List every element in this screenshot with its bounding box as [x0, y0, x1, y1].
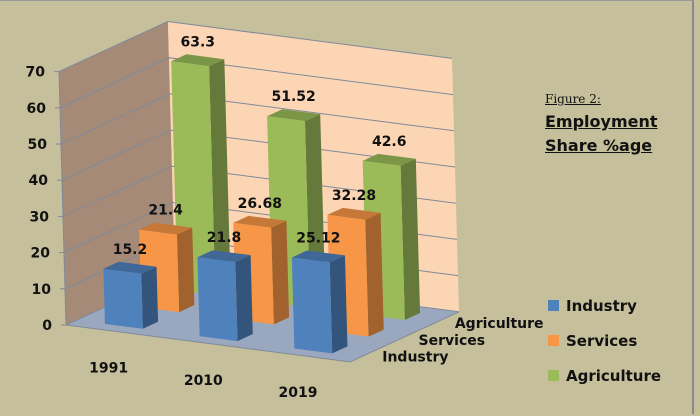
bar-side-agriculture — [400, 158, 421, 320]
legend-item-industry: Industry — [548, 288, 661, 323]
legend-swatch — [548, 370, 559, 381]
depth-tick-label: Industry — [382, 350, 448, 366]
bar-top-agriculture — [267, 109, 321, 122]
bar-top-industry — [103, 261, 157, 274]
bar-industry-2010 — [197, 257, 238, 342]
x-axis-line — [65, 324, 351, 363]
bar-industry-2019 — [291, 257, 333, 354]
figure-caption: Figure 2: Employment Share %age — [545, 92, 658, 158]
depth-tick-label: Agriculture — [455, 316, 544, 332]
gridline — [58, 20, 453, 73]
data-label: 63.3 — [180, 34, 215, 50]
y-tick-label: 0 — [42, 318, 52, 334]
data-label: 26.68 — [238, 196, 282, 212]
chart-title-line-1: Employment — [545, 112, 658, 131]
legend-label: Services — [566, 331, 638, 350]
bar-side-services — [365, 212, 384, 337]
y-axis-line — [58, 71, 67, 326]
data-label: 25.12 — [296, 230, 340, 246]
legend-label: Agriculture — [566, 366, 662, 385]
legend-label: Industry — [566, 296, 637, 315]
y-tick-label: 20 — [31, 246, 51, 262]
bar-side-industry — [141, 266, 159, 329]
y-tick-label: 70 — [26, 65, 46, 81]
chart-title-line-2: Share %age — [545, 136, 653, 155]
x-tick-label: 1991 — [89, 361, 128, 377]
y-tick-label: 30 — [30, 209, 50, 225]
bar-side-industry — [329, 255, 348, 354]
y-tick-label: 40 — [29, 173, 49, 189]
bar-top-industry — [291, 250, 345, 263]
bar-top-services — [327, 207, 381, 220]
gridline — [62, 165, 457, 217]
bar-top-agriculture — [362, 153, 416, 166]
bar-side-services — [176, 227, 195, 313]
y-tick-label: 50 — [28, 137, 48, 153]
legend: Industry Services Agriculture — [548, 288, 661, 393]
y-tick-label: 60 — [27, 101, 47, 117]
figure-label: Figure 2: — [545, 92, 601, 106]
x-tick-label: 2019 — [279, 385, 318, 401]
data-label: 42.6 — [372, 134, 407, 150]
bar-side-agriculture — [209, 59, 231, 296]
y-tick-label: 10 — [32, 282, 52, 298]
legend-swatch — [548, 335, 559, 346]
x-tick-label: 2010 — [184, 373, 223, 389]
data-label: 21.8 — [207, 230, 242, 246]
data-label: 51.52 — [271, 89, 315, 105]
bar-industry-1991 — [103, 268, 143, 329]
bar-top-services — [233, 215, 287, 228]
bar-top-services — [139, 222, 193, 235]
gridline — [60, 93, 455, 145]
legend-swatch — [548, 300, 559, 311]
bar-top-agriculture — [171, 54, 225, 67]
depth-axis-line — [349, 311, 460, 363]
bar-top-industry — [197, 250, 251, 263]
bar-side-industry — [235, 255, 253, 342]
legend-item-agriculture: Agriculture — [548, 358, 661, 393]
gridline — [59, 57, 454, 109]
depth-tick-label: Services — [419, 333, 486, 349]
legend-item-services: Services — [548, 323, 661, 358]
data-label: 15.2 — [113, 242, 148, 258]
gridline — [61, 129, 456, 181]
bar-side-services — [271, 220, 290, 325]
data-label: 21.4 — [148, 203, 183, 219]
data-label: 32.28 — [332, 188, 376, 204]
